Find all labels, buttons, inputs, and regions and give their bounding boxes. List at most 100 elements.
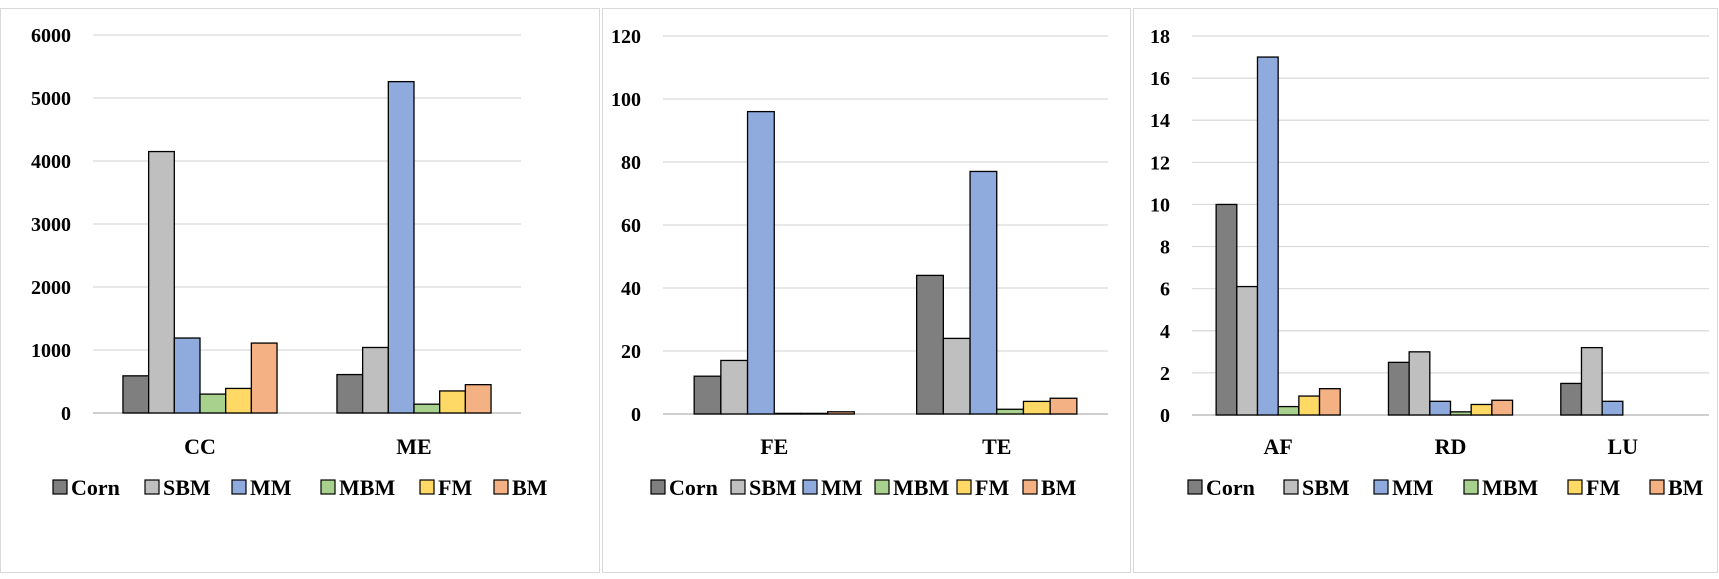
y-tick-label: 100: [611, 89, 641, 111]
legend-swatch: [1649, 479, 1665, 495]
y-tick-label: 18: [1150, 26, 1170, 48]
legend-label: SBM: [163, 475, 211, 500]
bar-cc-corn: [122, 375, 150, 414]
legend-swatch: [493, 479, 509, 495]
legend-item-corn: Corn: [650, 475, 718, 500]
legend-label: MBM: [339, 475, 395, 500]
y-tick-label: 16: [1150, 68, 1170, 90]
bar-lu-corn: [1560, 382, 1583, 416]
bar-af-corn: [1215, 203, 1238, 416]
legend-item-sbm: SBM: [144, 475, 211, 500]
bar-me-fm: [439, 390, 467, 414]
bar-me-sbm: [361, 346, 389, 414]
bar-af-fm: [1298, 395, 1321, 416]
legend-item-mbm: MBM: [1463, 475, 1538, 500]
legend-item-mbm: MBM: [874, 475, 949, 500]
legend-label: BM: [1041, 475, 1077, 500]
y-tick-label: 80: [621, 152, 641, 174]
bar-rd-mm: [1429, 400, 1452, 416]
bar-fe-mm: [746, 110, 775, 415]
bar-cc-sbm: [147, 150, 175, 414]
y-tick-label: 5000: [31, 88, 71, 110]
legend-swatch: [1567, 479, 1583, 495]
y-tick-label: 0: [1160, 405, 1170, 427]
category-label-lu: LU: [1608, 434, 1639, 459]
bar-fe-bm: [826, 411, 855, 415]
legend-label: MM: [821, 475, 863, 500]
y-tick-label: 2: [1160, 363, 1170, 385]
bar-te-mm: [969, 170, 998, 415]
legend-item-fm: FM: [419, 475, 472, 500]
bar-te-mbm: [996, 408, 1025, 415]
legend-item-sbm: SBM: [730, 475, 797, 500]
legend-swatch: [956, 479, 972, 495]
category-label-af: AF: [1264, 434, 1293, 459]
legend-item-bm: BM: [1649, 475, 1704, 500]
legend-label: Corn: [1206, 475, 1255, 500]
legend-swatch: [1187, 479, 1203, 495]
legend-item-mm: MM: [1373, 475, 1434, 500]
bar-chart-af-rd-lu: 0 2 4 6 8 10 12 14 16 18 AF RD LU Corn SBM MM MBM FM BM: [1150, 26, 1709, 500]
y-tick-label: 4: [1160, 321, 1170, 343]
y-tick-label: 14: [1150, 110, 1170, 132]
category-label-cc: CC: [184, 434, 216, 459]
legend-swatch: [1373, 479, 1389, 495]
legend-label: FM: [1586, 475, 1620, 500]
category-label-me: ME: [396, 434, 431, 459]
bar-af-sbm: [1236, 285, 1259, 416]
bar-fe-sbm: [720, 359, 749, 415]
chart-panel-fe-te: 0 20 40 60 80 100 120 FE TE Corn SBM MM MBM FM BM: [602, 8, 1131, 573]
bar-me-bm: [464, 383, 492, 414]
legend-swatch: [1463, 479, 1479, 495]
y-tick-label: 8: [1160, 237, 1170, 259]
legend-item-fm: FM: [956, 475, 1009, 500]
legend-label: MBM: [1482, 475, 1538, 500]
bar-cc-bm: [250, 342, 278, 414]
legend-label: FM: [438, 475, 472, 500]
bar-cc-mm: [173, 337, 201, 414]
y-tick-label: 6000: [31, 25, 71, 47]
legend-item-corn: Corn: [52, 475, 120, 500]
legend-item-mm: MM: [231, 475, 292, 500]
legend-label: BM: [1668, 475, 1704, 500]
y-tick-label: 3000: [31, 214, 71, 236]
chart-panel-cc-me: 0 1000 2000 3000 4000 5000 6000 CC ME Corn SBM MM MB…: [0, 8, 600, 573]
legend-swatch: [419, 479, 435, 495]
bar-te-fm: [1022, 400, 1051, 415]
legend-label: MM: [1392, 475, 1434, 500]
legend-item-mbm: MBM: [320, 475, 395, 500]
bar-rd-mbm: [1449, 411, 1472, 416]
bar-cc-fm: [225, 387, 253, 414]
legend-item-corn: Corn: [1187, 475, 1255, 500]
legend-swatch: [730, 479, 746, 495]
legend-item-fm: FM: [1567, 475, 1620, 500]
legend-swatch: [650, 479, 666, 495]
bar-fe-mbm: [773, 412, 802, 415]
y-tick-label: 20: [621, 341, 641, 363]
legend-swatch: [874, 479, 890, 495]
category-label-fe: FE: [760, 434, 788, 459]
legend-label: MBM: [893, 475, 949, 500]
legend-item-sbm: SBM: [1283, 475, 1350, 500]
y-tick-label: 1000: [31, 340, 71, 362]
bar-fe-fm: [800, 412, 829, 415]
bar-te-sbm: [942, 337, 971, 415]
y-tick-label: 4000: [31, 151, 71, 173]
bar-lu-mm: [1601, 400, 1624, 416]
legend-label: SBM: [1302, 475, 1350, 500]
bar-af-bm: [1318, 388, 1341, 416]
legend-label: Corn: [669, 475, 718, 500]
legend-item-bm: BM: [493, 475, 548, 500]
bar-lu-sbm: [1580, 346, 1603, 416]
y-tick-label: 40: [621, 278, 641, 300]
legend-swatch: [144, 479, 160, 495]
legend-swatch: [320, 479, 336, 495]
bar-rd-fm: [1470, 403, 1493, 416]
category-label-te: TE: [982, 434, 1011, 459]
bar-me-corn: [336, 373, 364, 414]
bar-me-mbm: [413, 403, 441, 414]
chart-panel-af-rd-lu: 0 2 4 6 8 10 12 14 16 18 AF RD LU Corn SBM MM MBM FM BM: [1133, 8, 1718, 573]
legend-swatch: [1283, 479, 1299, 495]
y-tick-label: 6: [1160, 279, 1170, 301]
bar-me-mm: [387, 80, 415, 414]
